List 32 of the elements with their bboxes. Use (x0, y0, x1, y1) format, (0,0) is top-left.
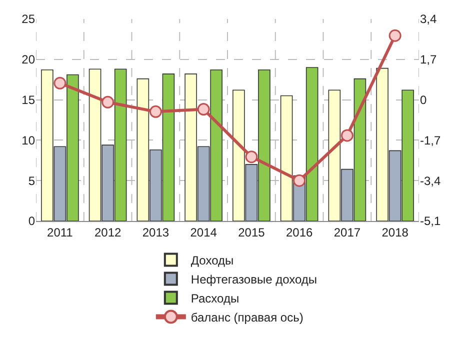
x-tick-label: 2013 (142, 225, 170, 240)
point (197, 103, 210, 116)
x-tick-label: 2016 (286, 225, 313, 240)
y2-tick-label: 1,7 (420, 52, 438, 67)
point (102, 96, 114, 108)
legend-label: баланс (правая ось) (190, 310, 304, 324)
legend-label: Расходы (190, 291, 240, 306)
y2-tick-label: 0 (420, 93, 427, 107)
legend-label: Нефтегазовые доходы (190, 272, 318, 286)
x-tick-label: 2012 (94, 225, 122, 240)
x-tick-label: 2015 (238, 225, 266, 240)
y2-tick-label: -1,7 (420, 133, 442, 148)
point (388, 29, 402, 42)
x-tick-label: 2014 (190, 225, 218, 240)
y-tick-label: 5 (28, 174, 36, 188)
x-tick-label: 2018 (382, 225, 409, 240)
y2-tick-label: -5,1 (420, 214, 442, 228)
y2-tick-label: -3,4 (420, 174, 442, 188)
x-tick-label: 2017 (334, 225, 361, 240)
point (340, 129, 354, 142)
y-tick-label: 25 (22, 12, 36, 26)
point (245, 150, 258, 164)
point (149, 105, 162, 118)
legend-label: Доходы (190, 253, 234, 268)
point (54, 76, 66, 90)
y-tick-label: 20 (22, 52, 36, 67)
point (293, 174, 306, 187)
y-tick-label: 0 (28, 214, 36, 228)
y-tick-label: 15 (22, 93, 36, 107)
y-tick-label: 10 (22, 133, 36, 148)
x-tick-label: 2011 (47, 225, 74, 240)
y2-tick-label: 3,4 (420, 12, 438, 26)
